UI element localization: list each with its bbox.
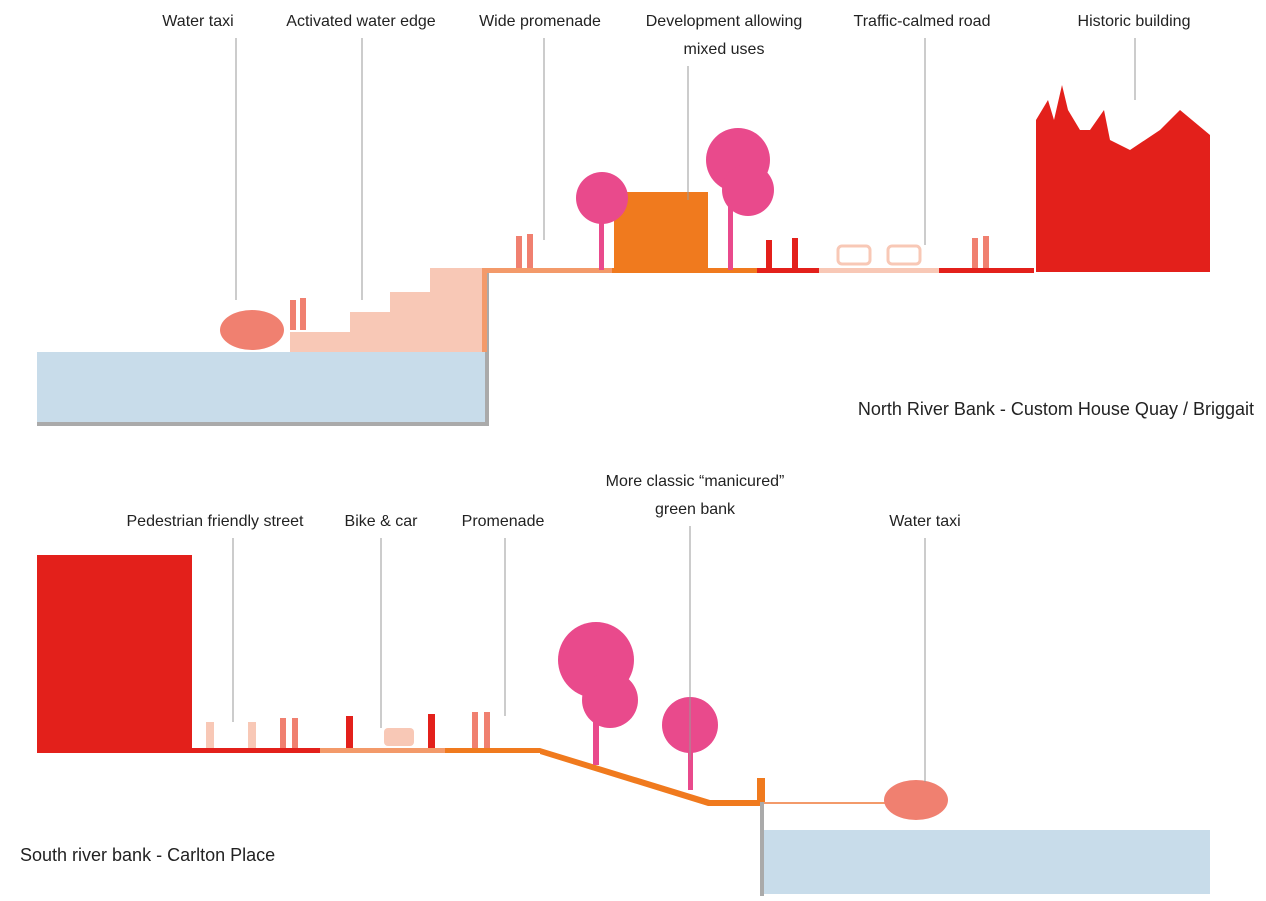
callout-label: Water taxi	[889, 513, 960, 530]
people	[766, 238, 798, 268]
boat	[884, 780, 948, 820]
historic-building	[1036, 85, 1210, 272]
section-title: South river bank - Carlton Place	[20, 845, 275, 865]
street	[192, 748, 320, 753]
south-section	[37, 555, 1210, 896]
water	[37, 352, 487, 424]
promenade	[487, 268, 612, 273]
green-bank	[540, 748, 760, 806]
callout-label: More classic “manicured”	[606, 473, 785, 490]
boat	[220, 310, 284, 350]
callout-label: Promenade	[462, 513, 545, 530]
section-title: North River Bank - Custom House Quay / B…	[858, 399, 1254, 419]
callout-label: Activated water edge	[286, 13, 436, 30]
callout-label: Development allowing	[646, 13, 803, 30]
edge	[482, 268, 487, 352]
north-section	[37, 85, 1210, 426]
person	[757, 778, 765, 802]
cyclists	[346, 714, 435, 748]
diners	[206, 722, 256, 748]
development-block	[614, 192, 708, 270]
callout-label: green bank	[655, 501, 736, 518]
promenade	[445, 748, 540, 753]
bike-car	[320, 748, 445, 753]
callout-label: mixed uses	[684, 41, 765, 58]
water	[762, 830, 1210, 894]
steps	[290, 268, 482, 352]
people	[280, 712, 490, 748]
callout-label: Pedestrian friendly street	[127, 513, 305, 530]
callout-label: Traffic-calmed road	[854, 13, 991, 30]
cars	[836, 244, 922, 266]
callout-label: Bike & car	[345, 513, 419, 530]
ground	[612, 268, 757, 273]
ground	[939, 268, 1034, 273]
water-bed	[37, 422, 487, 426]
road	[819, 268, 939, 273]
callout-label: Water taxi	[162, 13, 233, 30]
car	[384, 728, 414, 746]
building	[37, 555, 192, 753]
people	[290, 234, 989, 330]
ground	[757, 268, 819, 273]
callout-label: Historic building	[1078, 13, 1191, 30]
trees	[558, 622, 718, 790]
quay-wall	[760, 800, 764, 896]
callout-label: Wide promenade	[479, 13, 601, 30]
trees	[576, 128, 774, 270]
